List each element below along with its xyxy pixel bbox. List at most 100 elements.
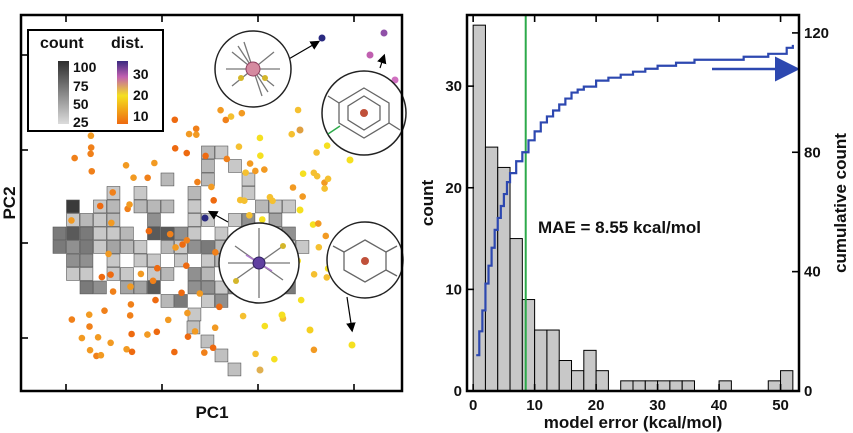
histogram-y2label: cumulative count bbox=[831, 133, 850, 273]
scatter-point bbox=[310, 346, 318, 354]
scatter-point bbox=[318, 34, 326, 42]
histogram-bar bbox=[780, 370, 794, 392]
scatter-point bbox=[323, 142, 331, 149]
scatter-point bbox=[87, 132, 95, 140]
count-tick-100: 100 bbox=[73, 59, 97, 75]
heatmap-cell bbox=[79, 240, 94, 254]
heatmap-cell bbox=[52, 226, 67, 241]
scatter-point bbox=[153, 264, 161, 272]
scatter-point bbox=[201, 349, 208, 356]
y-tick-label: 20 bbox=[445, 180, 462, 197]
scatter-point bbox=[299, 193, 306, 200]
scatter-point bbox=[208, 183, 215, 191]
structure-inset-3 bbox=[207, 210, 300, 304]
scatter-point bbox=[261, 166, 268, 173]
scatter-point bbox=[185, 130, 193, 138]
heatmap-cell bbox=[133, 280, 148, 295]
histogram-bar bbox=[484, 146, 499, 392]
scatter-point bbox=[151, 159, 158, 167]
scatter-point bbox=[246, 212, 253, 219]
scatter-point bbox=[68, 316, 76, 323]
scatter-point bbox=[313, 149, 320, 156]
legend: count dist. 100 75 50 25 30 20 10 bbox=[27, 29, 164, 132]
heatmap-cell bbox=[93, 280, 107, 295]
scatter-point bbox=[178, 289, 185, 297]
scatter-point bbox=[196, 290, 204, 297]
scatter-point bbox=[210, 197, 217, 204]
histogram-bar bbox=[681, 380, 695, 392]
scatter-point bbox=[209, 344, 217, 352]
heatmap-cell bbox=[133, 253, 148, 268]
scatter-point bbox=[223, 155, 231, 163]
heatmap-cell bbox=[214, 348, 229, 363]
scatter-point bbox=[235, 143, 243, 151]
heatmap-cell bbox=[187, 186, 202, 200]
scatter-point bbox=[252, 167, 259, 175]
heatmap-cell bbox=[147, 199, 161, 214]
scatter-point bbox=[194, 178, 201, 186]
scatter-point bbox=[96, 202, 104, 210]
heatmap-cell bbox=[147, 213, 161, 227]
scatter-point bbox=[193, 131, 200, 138]
heatmap-cell bbox=[201, 253, 215, 268]
heatmap-cell bbox=[174, 294, 188, 308]
heatmap-cell bbox=[160, 267, 175, 281]
heatmap-cell bbox=[282, 199, 296, 214]
scatter-point bbox=[171, 116, 179, 124]
histogram-bar bbox=[521, 299, 536, 392]
scatter-point bbox=[266, 193, 274, 201]
scatter-point bbox=[380, 29, 388, 37]
scatter-point bbox=[86, 323, 93, 330]
scatter-point bbox=[97, 351, 105, 359]
heatmap-cell bbox=[147, 253, 161, 268]
histogram-ylabel: count bbox=[418, 180, 437, 227]
heatmap-cell bbox=[106, 226, 121, 241]
scatter-point bbox=[128, 330, 135, 338]
heatmap-cell bbox=[160, 294, 175, 308]
scatter-point bbox=[145, 227, 153, 235]
heatmap-cell bbox=[228, 159, 242, 173]
histogram-bar bbox=[620, 380, 634, 392]
histogram-frame bbox=[465, 13, 801, 393]
scatter-point bbox=[144, 174, 151, 182]
scatter-point bbox=[278, 311, 286, 319]
scatter-point bbox=[78, 334, 86, 342]
heatmap-cell bbox=[120, 226, 134, 241]
scatter-point bbox=[171, 348, 178, 356]
heatmap-cell bbox=[160, 199, 175, 214]
heatmap-cell bbox=[201, 172, 215, 187]
scatter-point bbox=[86, 346, 94, 354]
heatmap-cell bbox=[227, 362, 242, 377]
scatter-point bbox=[179, 241, 186, 248]
heatmap-cell bbox=[187, 240, 202, 254]
heatmap-cell bbox=[133, 240, 148, 254]
scatter-point bbox=[256, 366, 264, 374]
scatter-point bbox=[294, 106, 302, 114]
scatter-point bbox=[256, 134, 264, 142]
pca-frame bbox=[19, 13, 404, 393]
scatter-point bbox=[314, 220, 322, 227]
scatter-point bbox=[183, 237, 191, 244]
scatter-point bbox=[289, 184, 297, 191]
histogram-ticks: 0 10 20 30 40 50 0 10 20 30 0 40 80 120 bbox=[445, 15, 829, 414]
heatmap-cell bbox=[52, 240, 67, 254]
heatmap-cell bbox=[120, 267, 134, 281]
y-tick-label: 0 bbox=[454, 383, 462, 400]
scatter-point bbox=[101, 307, 108, 314]
scatter-point bbox=[164, 316, 172, 324]
scatter-point bbox=[107, 271, 114, 278]
heatmap-cell bbox=[255, 199, 269, 214]
heatmap-cell bbox=[201, 240, 215, 254]
heatmap-cell bbox=[93, 213, 107, 227]
inset-1-metal bbox=[245, 61, 261, 77]
heatmap-cell bbox=[187, 280, 202, 295]
inset-4-arrow bbox=[346, 296, 356, 333]
dist-colorbar bbox=[117, 61, 128, 124]
x-tick-label: 20 bbox=[588, 397, 605, 414]
histogram-bar bbox=[632, 380, 646, 392]
count-colorbar bbox=[58, 61, 69, 124]
heatmap-cell bbox=[66, 199, 80, 214]
scatter-point bbox=[315, 243, 323, 251]
histogram-bar bbox=[767, 380, 782, 392]
heatmap-cell bbox=[106, 253, 121, 268]
